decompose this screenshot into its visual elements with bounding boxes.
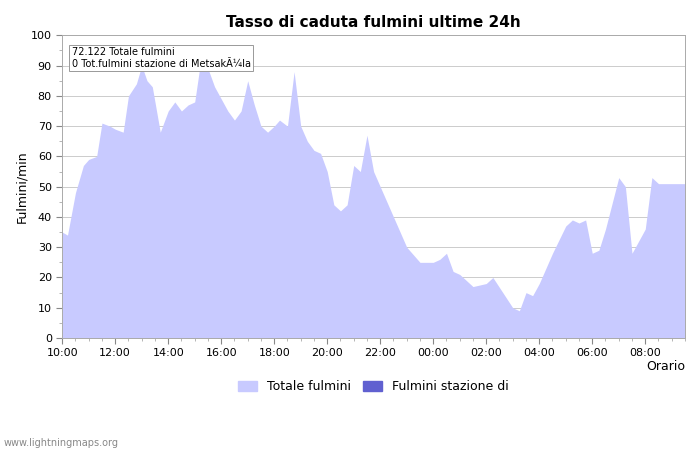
Y-axis label: Fulmini/min: Fulmini/min (15, 150, 28, 223)
Title: Tasso di caduta fulmini ultime 24h: Tasso di caduta fulmini ultime 24h (226, 15, 521, 30)
Legend: Totale fulmini, Fulmini stazione di: Totale fulmini, Fulmini stazione di (233, 375, 514, 398)
Text: www.lightningmaps.org: www.lightningmaps.org (4, 438, 118, 448)
X-axis label: Orario: Orario (646, 360, 685, 373)
Text: 72.122 Totale fulmini
0 Tot.fulmini stazione di MetsakÃ¼la: 72.122 Totale fulmini 0 Tot.fulmini staz… (71, 47, 251, 69)
